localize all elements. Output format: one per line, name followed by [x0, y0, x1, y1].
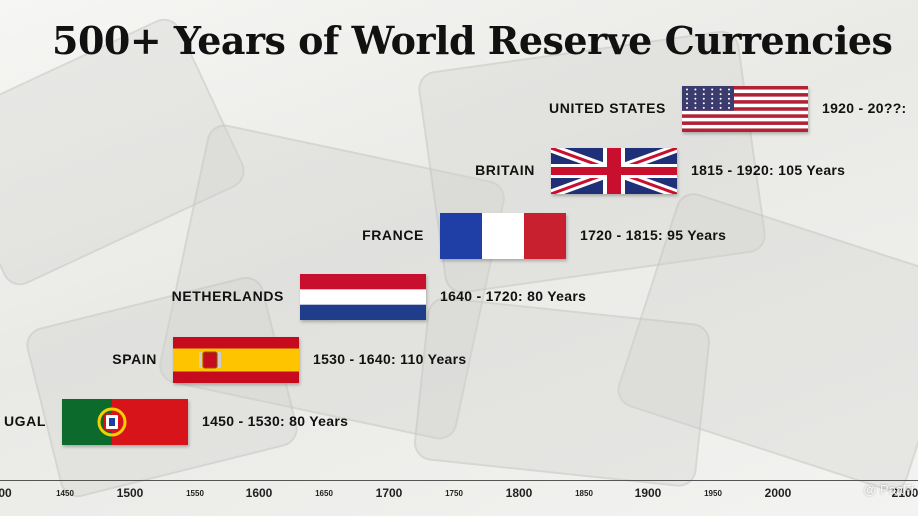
x-tick-label: 2100 — [891, 486, 918, 500]
country-label-france: FRANCE — [362, 227, 424, 243]
x-tick-label: 1600 — [245, 486, 273, 500]
watermark: @ PaaFi — [863, 482, 914, 497]
x-axis-line — [0, 480, 918, 481]
x-tick-label: 1750 — [445, 489, 463, 498]
period-label-united-states: 1920 - 20??: — [822, 100, 907, 116]
x-tick-label: 1450 — [56, 489, 74, 498]
flag-netherlands — [300, 274, 426, 320]
x-tick-label: 1850 — [575, 489, 593, 498]
period-label-france: 1720 - 1815: 95 Years — [580, 227, 727, 243]
period-label-portugal: 1450 - 1530: 80 Years — [202, 413, 349, 429]
period-label-spain: 1530 - 1640: 110 Years — [313, 351, 467, 367]
x-tick-label: 2000 — [764, 486, 792, 500]
x-tick-label: 1550 — [186, 489, 204, 498]
flag-portugal — [62, 399, 188, 445]
flag-united-states — [682, 86, 808, 132]
x-tick-label: 1500 — [116, 486, 144, 500]
flag-britain — [551, 148, 677, 194]
x-tick-label: 1950 — [704, 489, 722, 498]
period-label-netherlands: 1640 - 1720: 80 Years — [440, 288, 587, 304]
x-tick-label: 00 — [0, 486, 12, 500]
period-label-britain: 1815 - 1920: 105 Years — [691, 162, 846, 178]
country-label-britain: BRITAIN — [475, 162, 535, 178]
x-tick-label: 1650 — [315, 489, 333, 498]
x-tick-label: 1900 — [634, 486, 662, 500]
flag-france — [440, 213, 566, 259]
country-label-united-states: UNITED STATES — [549, 100, 666, 116]
x-tick-label: 1800 — [505, 486, 533, 500]
country-label-netherlands: NETHERLANDS — [171, 288, 284, 304]
x-tick-label: 1700 — [375, 486, 403, 500]
chart-title: 500+ Years of World Reserve Currencies — [52, 18, 893, 63]
country-label-spain: SPAIN — [112, 351, 157, 367]
flag-spain — [173, 337, 299, 383]
country-label-portugal: UGAL — [3, 413, 46, 429]
